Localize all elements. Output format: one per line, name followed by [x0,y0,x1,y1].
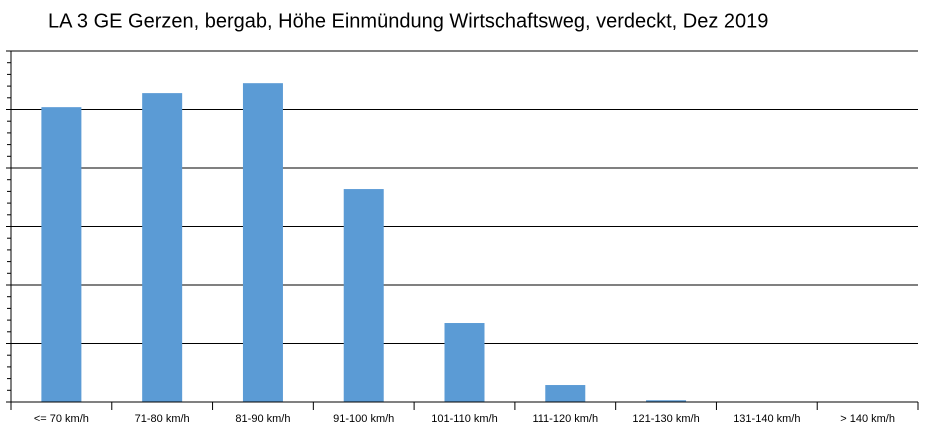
x-tick-label: 91-100 km/h [333,413,394,425]
bar [343,189,384,402]
x-tick-label: 131-140 km/h [733,413,800,425]
chart-title: LA 3 GE Gerzen, bergab, Höhe Einmündung … [48,10,768,32]
bar [41,107,82,402]
x-tick-label: 121-130 km/h [632,413,699,425]
bar [646,400,687,402]
bar [142,93,183,403]
x-tick-label: 101-110 km/h [431,413,497,425]
x-tick-label: 111-120 km/h [532,413,598,425]
x-tick-label: 81-90 km/h [235,413,290,425]
x-tick-label: 71-80 km/h [135,413,190,425]
bar [242,83,283,403]
bar [545,385,586,402]
bar [444,323,485,402]
x-tick-label: <= 70 km/h [34,413,89,425]
x-tick-label: > 140 km/h [840,413,895,425]
